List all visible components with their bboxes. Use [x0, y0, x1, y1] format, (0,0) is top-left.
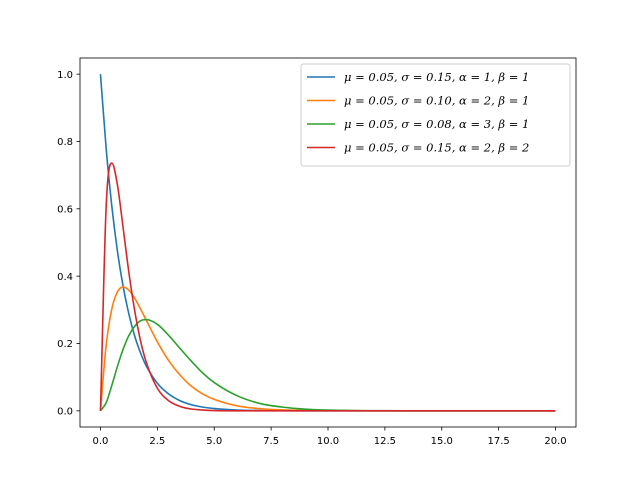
legend-label-2: μ = 0.05, σ = 0.10, α = 2, β = 1: [344, 94, 529, 108]
y-axis: 0.0 0.2 0.4 0.6 0.8 1.0: [57, 70, 80, 417]
x-tick-label: 17.5: [488, 436, 510, 447]
legend-label-1: μ = 0.05, σ = 0.15, α = 1, β = 1: [344, 70, 529, 84]
y-tick-label: 0.4: [57, 272, 73, 283]
y-tick-label: 0.2: [57, 339, 73, 350]
x-tick-label: 15.0: [431, 436, 453, 447]
legend-label-3: μ = 0.05, σ = 0.08, α = 3, β = 1: [344, 117, 529, 131]
x-tick-label: 7.5: [263, 436, 279, 447]
legend: μ = 0.05, σ = 0.15, α = 1, β = 1 μ = 0.05…: [300, 63, 571, 167]
series-line-4: [99, 162, 556, 412]
x-tick-label: 0.0: [93, 436, 109, 447]
x-tick-label: 20.0: [544, 436, 566, 447]
x-axis: 0.0 2.5 5.0 7.5 10.0 12.5 15.0 17.5 20.0: [93, 427, 567, 447]
y-tick-label: 0.8: [57, 137, 73, 148]
series-layer: [99, 74, 556, 412]
x-tick-label: 2.5: [149, 436, 165, 447]
legend-box: [300, 63, 571, 167]
x-tick-label: 12.5: [374, 436, 396, 447]
legend-label-4: μ = 0.05, σ = 0.15, α = 2, β = 2: [344, 141, 529, 155]
y-tick-label: 1.0: [57, 70, 73, 81]
x-tick-label: 10.0: [317, 436, 339, 447]
x-tick-label: 5.0: [206, 436, 222, 447]
y-tick-label: 0.6: [57, 204, 73, 215]
y-tick-label: 0.0: [57, 406, 73, 417]
